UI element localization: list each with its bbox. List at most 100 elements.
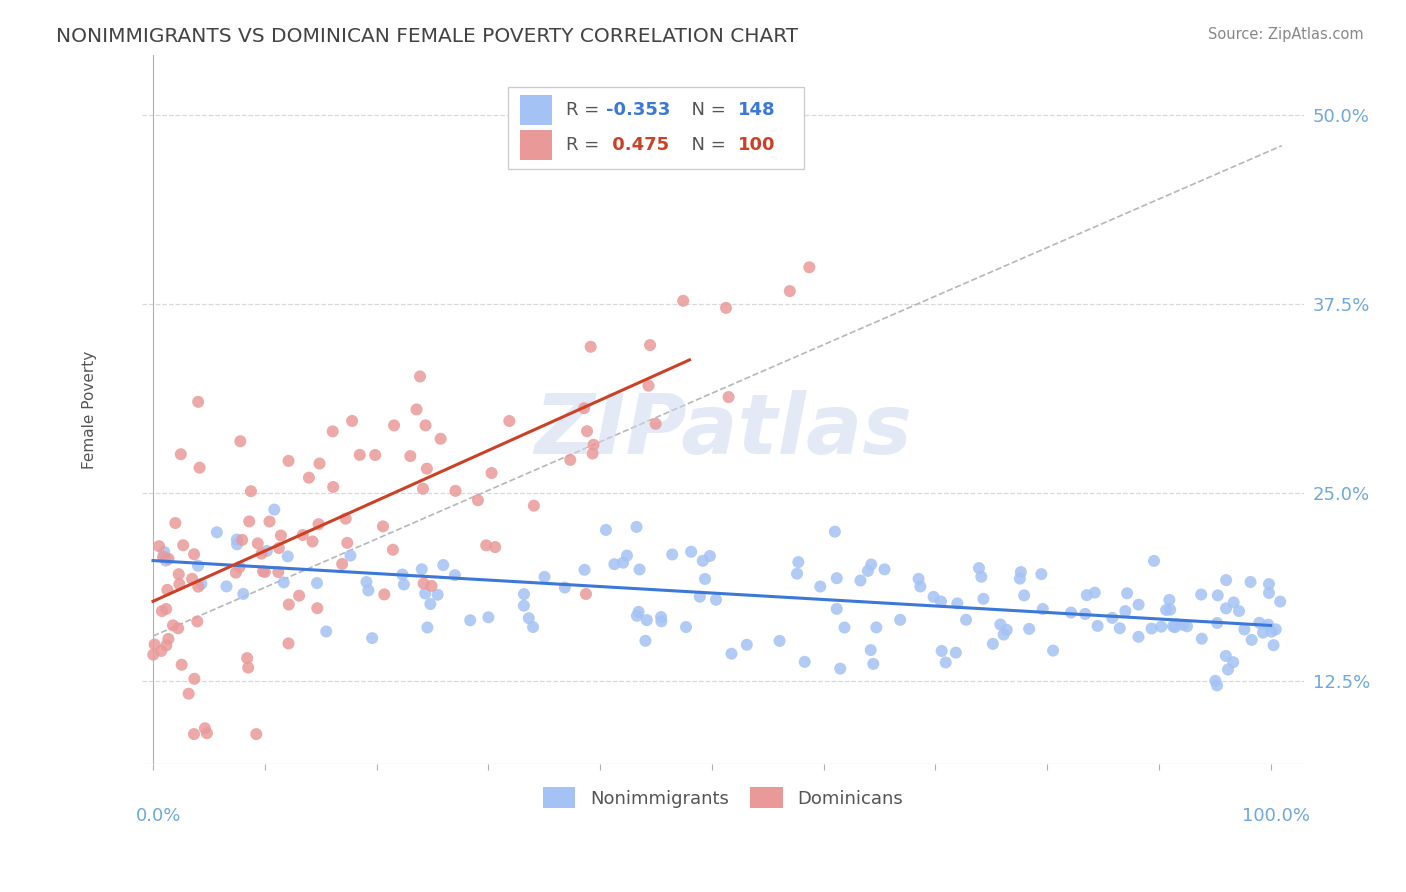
Point bbox=[533, 570, 555, 584]
Legend: Nonimmigrants, Dominicans: Nonimmigrants, Dominicans bbox=[536, 780, 910, 815]
Point bbox=[735, 638, 758, 652]
Point bbox=[1159, 602, 1181, 616]
Point bbox=[1116, 586, 1139, 600]
Text: R =: R = bbox=[567, 136, 605, 154]
Point bbox=[910, 580, 932, 594]
Point bbox=[967, 561, 990, 575]
Point bbox=[1222, 595, 1244, 609]
Point bbox=[699, 549, 721, 563]
Point bbox=[1175, 619, 1198, 633]
Point bbox=[1260, 624, 1282, 639]
Point bbox=[1171, 617, 1194, 632]
Point bbox=[458, 613, 481, 627]
Point bbox=[232, 587, 254, 601]
Point bbox=[626, 520, 648, 534]
Point bbox=[595, 523, 617, 537]
Point bbox=[1060, 606, 1083, 620]
Point bbox=[1233, 623, 1256, 637]
Point bbox=[155, 638, 177, 652]
Point bbox=[972, 591, 994, 606]
Point bbox=[291, 528, 314, 542]
Point bbox=[860, 558, 883, 572]
Point bbox=[1084, 585, 1107, 599]
Point bbox=[336, 536, 359, 550]
Point bbox=[420, 579, 443, 593]
Point bbox=[170, 657, 193, 672]
Point bbox=[720, 647, 742, 661]
Point bbox=[1154, 603, 1177, 617]
Point bbox=[169, 577, 191, 591]
Point bbox=[298, 471, 321, 485]
Point bbox=[675, 620, 697, 634]
Point bbox=[1042, 643, 1064, 657]
Point bbox=[238, 515, 260, 529]
Point bbox=[339, 549, 361, 563]
Point bbox=[575, 587, 598, 601]
Point bbox=[411, 562, 433, 576]
Point bbox=[981, 637, 1004, 651]
Point bbox=[429, 432, 451, 446]
Point bbox=[1258, 586, 1281, 600]
Point bbox=[150, 604, 173, 618]
Point bbox=[152, 549, 174, 564]
Point bbox=[929, 594, 952, 608]
Point bbox=[156, 582, 179, 597]
Point bbox=[229, 434, 252, 449]
Point bbox=[638, 338, 661, 352]
Point bbox=[1140, 622, 1163, 636]
Point bbox=[419, 597, 441, 611]
Text: N =: N = bbox=[681, 101, 731, 119]
Point bbox=[637, 378, 659, 392]
Point bbox=[1206, 678, 1229, 692]
Point bbox=[426, 588, 449, 602]
Point bbox=[799, 260, 821, 275]
Point bbox=[1251, 625, 1274, 640]
Point bbox=[155, 602, 177, 616]
Point bbox=[1206, 615, 1229, 630]
Point bbox=[681, 545, 703, 559]
Point bbox=[183, 672, 205, 686]
Point bbox=[634, 633, 657, 648]
Point bbox=[1249, 615, 1271, 630]
Point bbox=[945, 646, 967, 660]
Point bbox=[935, 656, 957, 670]
Point bbox=[582, 438, 605, 452]
Point bbox=[225, 566, 247, 580]
Point bbox=[252, 564, 274, 578]
Point bbox=[1258, 577, 1281, 591]
Point bbox=[825, 571, 848, 585]
Point bbox=[627, 605, 650, 619]
Point bbox=[1239, 574, 1261, 589]
Point bbox=[205, 525, 228, 540]
Point bbox=[517, 611, 540, 625]
Point bbox=[259, 515, 281, 529]
Point bbox=[672, 293, 695, 308]
Point bbox=[1204, 673, 1226, 688]
Point bbox=[1018, 622, 1040, 636]
Point bbox=[416, 461, 439, 475]
Point bbox=[267, 541, 290, 555]
Point bbox=[1012, 588, 1035, 602]
Point bbox=[142, 648, 165, 662]
Point bbox=[215, 579, 238, 593]
Point bbox=[153, 545, 176, 559]
Point bbox=[808, 580, 831, 594]
Point bbox=[787, 555, 810, 569]
Point bbox=[988, 617, 1011, 632]
Point bbox=[554, 581, 576, 595]
Point bbox=[256, 544, 278, 558]
Point bbox=[1159, 593, 1181, 607]
Point bbox=[522, 620, 544, 634]
Point bbox=[162, 618, 184, 632]
Point bbox=[1222, 655, 1244, 669]
Point bbox=[188, 460, 211, 475]
Point bbox=[1216, 663, 1239, 677]
Point bbox=[922, 590, 945, 604]
Point bbox=[190, 577, 212, 591]
Point bbox=[467, 493, 489, 508]
Point bbox=[187, 558, 209, 573]
Point bbox=[849, 574, 872, 588]
Point bbox=[484, 540, 506, 554]
Point bbox=[1076, 588, 1098, 602]
Point bbox=[955, 613, 977, 627]
